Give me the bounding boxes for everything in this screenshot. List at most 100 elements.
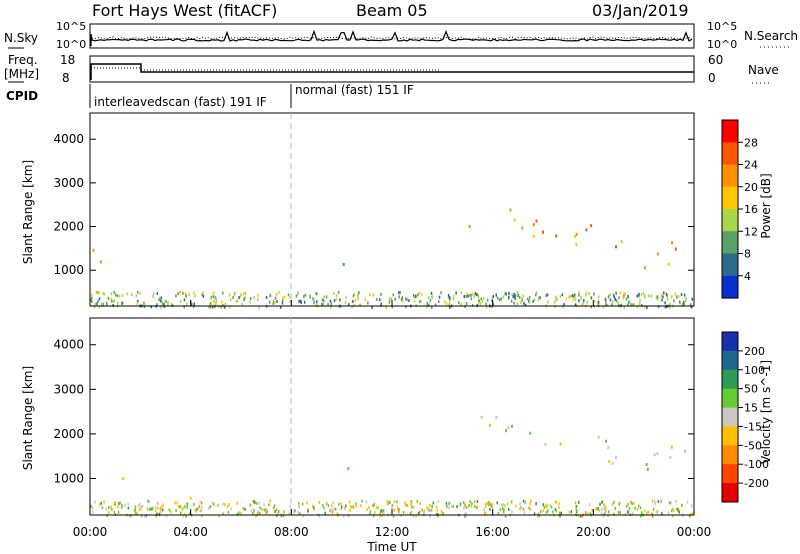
power-cell bbox=[211, 305, 214, 309]
velocity-cell bbox=[277, 511, 279, 515]
power-cell bbox=[429, 299, 432, 302]
power-cell bbox=[330, 302, 333, 306]
power-cell bbox=[359, 303, 362, 307]
power-cell bbox=[112, 303, 114, 307]
power-cell bbox=[623, 305, 626, 309]
power-cell bbox=[380, 292, 382, 296]
velocity-cell bbox=[103, 500, 105, 504]
velocity-cell bbox=[448, 506, 450, 510]
power-cell bbox=[364, 298, 366, 302]
power-cell bbox=[420, 292, 423, 296]
velocity-cell bbox=[416, 499, 419, 503]
power-cell bbox=[597, 300, 600, 304]
velocity-cell bbox=[130, 514, 132, 518]
power-cell bbox=[391, 305, 393, 309]
velocity-cell bbox=[419, 502, 421, 505]
power-cell bbox=[460, 291, 462, 295]
velocity-cell bbox=[381, 514, 383, 518]
velocity-cell bbox=[471, 502, 473, 506]
velocity-cell bbox=[355, 502, 357, 506]
velocity-cell bbox=[398, 510, 400, 514]
velocity-cell bbox=[523, 511, 526, 514]
velocity-cell bbox=[647, 510, 650, 514]
velocity-cell bbox=[476, 506, 478, 509]
power-cell bbox=[630, 303, 632, 307]
velocity-y-axis: 1000 2000 3000 4000 bbox=[53, 338, 694, 485]
velocity-cell bbox=[397, 508, 399, 512]
velocity-cell bbox=[549, 503, 552, 507]
power-cell bbox=[103, 292, 106, 296]
velocity-cell bbox=[334, 507, 337, 511]
power-cell bbox=[578, 290, 580, 294]
power-cell bbox=[586, 300, 588, 304]
velocity-cell bbox=[617, 510, 620, 514]
power-cell bbox=[390, 297, 392, 301]
velocity-cell bbox=[459, 503, 462, 507]
velocity-colorbar: 200 100 50 15 -15 -50 -100 -200 bbox=[721, 331, 769, 503]
velocity-cell bbox=[608, 460, 611, 464]
power-cell bbox=[300, 301, 302, 305]
power-cell bbox=[618, 296, 620, 300]
power-cell bbox=[352, 300, 354, 303]
velocity-cell bbox=[176, 501, 178, 505]
velocity-cell bbox=[379, 514, 381, 518]
power-cell bbox=[325, 295, 328, 299]
velocity-cell bbox=[124, 503, 126, 507]
power-cell bbox=[137, 290, 139, 294]
power-cell bbox=[656, 252, 659, 256]
velocity-cell bbox=[545, 510, 548, 514]
velocity-cell bbox=[249, 503, 252, 507]
power-cell bbox=[614, 297, 616, 301]
power-cell bbox=[182, 291, 184, 295]
velocity-cell bbox=[218, 514, 220, 518]
power-cell bbox=[322, 302, 325, 306]
power-cell bbox=[98, 305, 101, 309]
power-cell bbox=[447, 293, 450, 297]
power-cell bbox=[611, 300, 614, 304]
velocity-cell bbox=[269, 499, 271, 503]
velocity-cell bbox=[175, 508, 177, 512]
power-cell bbox=[90, 298, 92, 302]
velocity-cell bbox=[100, 501, 103, 505]
velocity-cell bbox=[185, 514, 187, 518]
velocity-cell bbox=[350, 505, 353, 509]
power-cell bbox=[401, 296, 403, 300]
velocity-cell bbox=[327, 504, 330, 508]
power-cell bbox=[136, 302, 138, 305]
velocity-cell bbox=[542, 509, 544, 513]
power-cell bbox=[179, 299, 182, 303]
velocity-cell bbox=[156, 512, 158, 516]
cpid-segment-2: normal (fast) 151 IF bbox=[295, 83, 414, 97]
power-cell bbox=[516, 302, 518, 306]
power-cell bbox=[526, 297, 529, 301]
power-cell bbox=[257, 298, 259, 301]
power-cell bbox=[213, 300, 215, 303]
velocity-cell bbox=[537, 512, 539, 516]
velocity-cell bbox=[595, 507, 597, 510]
velocity-cell bbox=[630, 500, 632, 504]
velocity-cell bbox=[255, 514, 257, 518]
power-cell bbox=[516, 291, 519, 294]
velocity-cell bbox=[253, 500, 256, 504]
velocity-cell bbox=[139, 502, 141, 506]
velocity-cell bbox=[675, 499, 677, 503]
power-cell bbox=[188, 293, 190, 297]
power-cell bbox=[542, 230, 544, 234]
velocity-cell bbox=[193, 503, 195, 506]
power-cell bbox=[249, 297, 252, 301]
power-cell bbox=[113, 291, 115, 294]
power-cell bbox=[118, 294, 121, 298]
velocity-cell bbox=[184, 505, 186, 509]
velocity-cell bbox=[491, 505, 493, 509]
velocity-cell bbox=[302, 514, 304, 518]
velocity-cell bbox=[670, 445, 673, 449]
power-cell bbox=[399, 290, 401, 294]
velocity-cell bbox=[186, 505, 188, 509]
velocity-cell bbox=[545, 504, 547, 508]
power-cell bbox=[229, 298, 232, 302]
power-cell bbox=[664, 305, 667, 309]
velocity-cell bbox=[209, 505, 212, 509]
velocity-cell bbox=[333, 507, 335, 511]
power-cell bbox=[335, 297, 338, 301]
velocity-cell bbox=[151, 507, 153, 511]
